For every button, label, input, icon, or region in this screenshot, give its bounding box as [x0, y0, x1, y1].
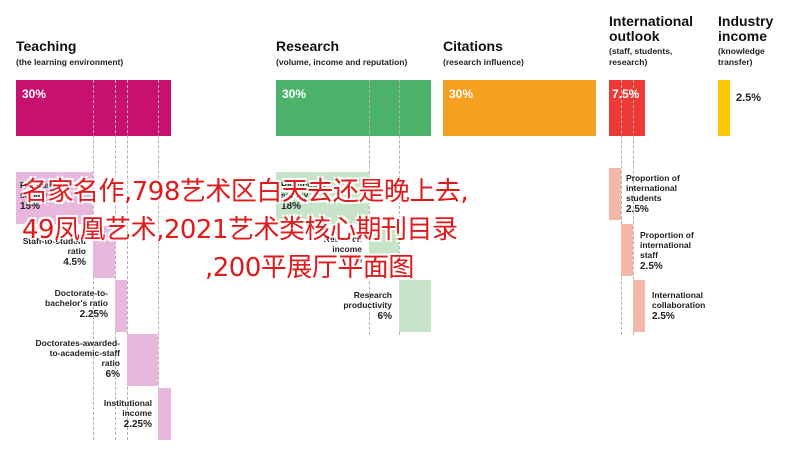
international-divider: [633, 80, 634, 335]
citations-title: Citations: [443, 38, 503, 54]
teaching-sub-label: Doctorate-to-bachelor's ratio 2.25%: [45, 288, 108, 320]
research-sub-label: Research income 6%: [323, 234, 362, 266]
international-divider: [621, 80, 622, 335]
international-subtitle-line1: (staff, students,: [609, 46, 673, 56]
industry-bar: [718, 80, 730, 136]
international-subtitle-line2: research): [609, 57, 648, 67]
research-value: 30%: [282, 87, 307, 101]
research-sub-label: Research productivity 6%: [343, 290, 392, 322]
international-sub-bar: [633, 280, 645, 332]
teaching-subtitle: (the learning environment): [16, 57, 124, 67]
industry-title-line1: Industry: [718, 13, 774, 29]
teaching-sub-label: Doctorates-awarded-to-academic-staff rati…: [35, 338, 120, 380]
research-bar: 30%: [276, 80, 431, 136]
international-sub-bar: [609, 168, 621, 220]
teaching-divider: [127, 80, 128, 440]
research-divider: [399, 80, 400, 335]
international-title-line1: International: [609, 13, 694, 29]
international-sub-label: Proportion of international students 2.5%: [626, 173, 680, 215]
citations-bar: 30%: [443, 80, 596, 136]
teaching-sub-bar: [16, 172, 93, 224]
teaching-divider: [158, 80, 159, 440]
citations-value: 30%: [449, 87, 474, 101]
citations-subtitle: (research influence): [443, 57, 524, 67]
overlay-text-line3: ,200平展厅平面图: [205, 253, 414, 283]
teaching-sub-bar: [127, 334, 158, 386]
overlay-text-line1: 名家名作,798艺术区白天去还是晚上去,: [22, 177, 469, 207]
teaching-value: 30%: [22, 87, 47, 101]
teaching-sub-label: Staff-to-student ratio 4.5%: [22, 236, 86, 268]
research-sub-label: Reputation survey 18%: [281, 180, 326, 212]
research-divider: [369, 80, 370, 335]
teaching-title: Teaching: [16, 38, 77, 54]
teaching-divider: [115, 80, 116, 440]
international-sub-label: International collaboration 2.5%: [652, 290, 706, 322]
industry-subtitle-line1: (knowledge: [718, 46, 765, 56]
industry-value: 2.5%: [736, 92, 762, 104]
teaching-sub-label: Institutional income 2.25%: [103, 398, 152, 430]
research-sub-bar: [399, 280, 431, 332]
research-title: Research: [276, 38, 340, 54]
teaching-sub-bar: [115, 280, 127, 332]
research-sub-bar: [276, 172, 369, 224]
research-subtitle: (volume, income and reputation): [276, 57, 408, 67]
overlay-text-line2: 49凤凰艺术,2021艺术类核心期刊目录: [22, 215, 458, 245]
industry-title-line2: income: [718, 28, 768, 44]
teaching-sub-label: Reputation survey 15%: [20, 180, 65, 212]
international-sub-bar: [621, 224, 633, 276]
international-bar: 7.5%: [609, 80, 645, 136]
teaching-sub-bar: [158, 388, 171, 440]
international-title-line2: outlook: [609, 28, 660, 44]
research-sub-bar: [369, 226, 399, 278]
teaching-sub-bar: [93, 226, 115, 278]
industry-subtitle-line2: transfer): [718, 57, 753, 67]
international-value: 7.5%: [612, 87, 640, 101]
international-sub-label: Proportion of international staff 2.5%: [640, 230, 694, 272]
